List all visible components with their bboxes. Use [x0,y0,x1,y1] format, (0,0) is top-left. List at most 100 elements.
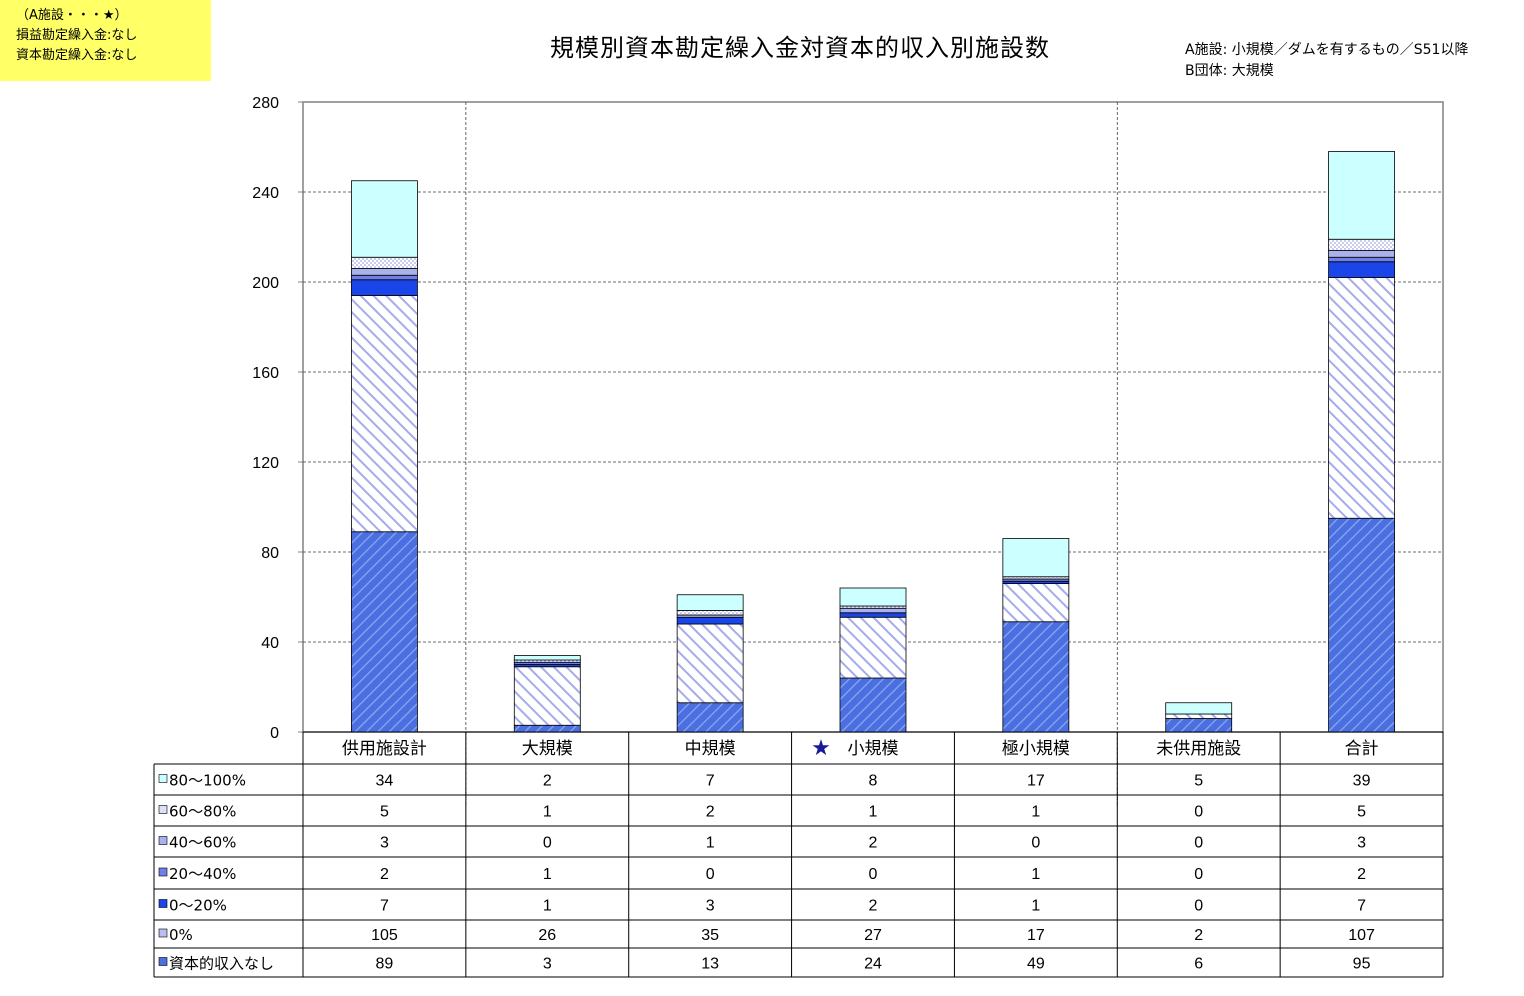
bar-segment [676,610,744,616]
data-cell: 0 [1194,898,1203,915]
category-label: 未供用施設 [1156,739,1241,759]
data-cell: 2 [543,773,552,790]
bar-segment [839,607,907,614]
data-cell: 1 [543,804,552,821]
bar-segment [1328,238,1395,251]
condition-note-line2: 損益勘定繰入金:なし [16,28,138,43]
data-cell: 105 [371,927,398,944]
data-cell: 5 [1194,773,1203,790]
category-label: 供用施設計 [342,739,427,759]
legend-label: 資本的収入なし [169,955,274,973]
data-cell: 8 [869,773,878,790]
bar-segment [513,655,581,661]
legend-label: 0～20% [169,897,227,915]
bar-segment [351,256,418,269]
legend-label: 40～60% [169,834,236,852]
legend-label: 80～100% [169,772,246,790]
star-marker: ★ [811,736,831,761]
data-cell: 5 [380,804,389,821]
data-cell: 24 [864,956,882,973]
bar-segment [839,677,907,733]
y-tick-label: 40 [261,635,279,652]
category-label: 中規模 [685,739,736,759]
bar-segment [1002,583,1070,623]
facility-note-line2: B団体: 大規模 [1185,63,1274,79]
legend-label: 20～40% [169,865,236,883]
data-cell: 34 [376,773,394,790]
bar-segment [351,180,418,258]
data-cell: 0 [706,866,715,883]
data-cell: 35 [701,927,719,944]
y-tick-label: 200 [252,275,279,292]
bar-segment [351,274,418,281]
data-cell: 2 [1357,866,1366,883]
data-cell: 2 [869,898,878,915]
bar-segment [351,531,418,733]
data-cell: 3 [380,835,389,852]
bar-segment [1165,713,1233,719]
data-cell: 0 [1031,835,1040,852]
data-cell: 7 [380,898,389,915]
legend-key [158,774,168,783]
bar-segment [513,666,581,726]
y-tick-label: 0 [270,725,279,742]
legend-key [158,805,168,814]
legend-key [158,928,168,938]
condition-note-line1: （A施設・・・★） [16,8,128,23]
data-cell: 1 [1031,866,1040,883]
legend-key [158,867,168,877]
data-cell: 3 [1357,835,1366,852]
category-label: 小規模 [848,739,899,759]
data-cell: 107 [1348,927,1375,944]
data-cell: 1 [869,804,878,821]
legend-key [158,899,168,908]
data-cell: 95 [1353,956,1371,973]
data-cell: 0 [1194,866,1203,883]
data-cell: 3 [543,956,552,973]
legend-label: 60～80% [169,803,236,821]
data-cell: 7 [706,773,715,790]
bar-segment [1328,277,1395,519]
data-cell: 7 [1357,898,1366,915]
data-cell: 2 [869,835,878,852]
data-cell: 27 [864,927,882,944]
bar-segment [351,279,418,296]
data-cell: 17 [1027,927,1045,944]
bar-segment [676,594,744,611]
data-cell: 49 [1027,956,1045,973]
y-tick-label: 80 [261,545,279,562]
data-cell: 0 [543,835,552,852]
y-tick-label: 120 [252,455,279,472]
bar-segment [676,702,744,733]
bar-segment [1328,517,1395,733]
bar-segment [839,616,907,679]
data-cell: 1 [706,835,715,852]
category-label: 大規模 [522,739,573,759]
y-tick-label: 280 [252,95,279,112]
data-cell: 0 [869,866,878,883]
bar-segment [1002,538,1070,578]
data-cell: 1 [543,898,552,915]
data-cell: 39 [1353,773,1371,790]
data-cell: 0 [1194,804,1203,821]
bar-segment [1328,261,1395,278]
bar-segment [1328,250,1395,258]
data-cell: 2 [1194,927,1203,944]
bar-segment [351,295,418,533]
chart-title: 規模別資本勘定繰入金対資本的収入別施設数 [550,34,1050,62]
bar-segment [1328,151,1395,240]
data-cell: 13 [701,956,719,973]
data-cell: 89 [376,956,394,973]
data-cell: 26 [538,927,556,944]
category-label: 極小規模 [1002,739,1070,759]
data-cell: 2 [706,804,715,821]
data-cell: 17 [1027,773,1045,790]
data-cell: 1 [1031,898,1040,915]
facility-note: A施設: 小規模／ダムを有するもの／S51以降 B団体: 大規模 [1185,40,1468,82]
data-cell: 3 [706,898,715,915]
bar-segment [676,616,744,625]
facility-note-line1: A施設: 小規模／ダムを有するもの／S51以降 [1185,42,1469,58]
condition-note-line3: 資本勘定繰入金:なし [16,48,138,63]
bar-segment [676,623,744,704]
